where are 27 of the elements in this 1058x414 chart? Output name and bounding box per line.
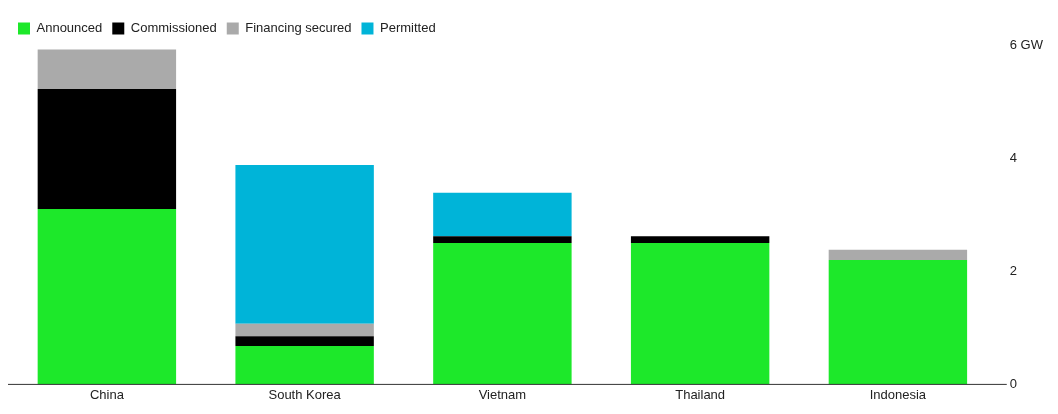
x-tick-label: Thailand (675, 386, 726, 402)
y-tick-label: 6 GW (1009, 36, 1044, 52)
legend-label: Permitted (379, 20, 436, 36)
bar (433, 192, 572, 237)
bar (235, 345, 374, 385)
y-tick-label: 4 (1009, 149, 1018, 165)
bar (235, 164, 374, 324)
x-tick-label: Indonesia (869, 386, 927, 402)
bar (828, 249, 968, 260)
bar (433, 242, 572, 385)
x-tick-label: China (89, 386, 125, 402)
bar (235, 323, 374, 337)
bar (37, 209, 177, 385)
bar (235, 336, 374, 346)
legend-label: Announced (36, 20, 103, 36)
bar (630, 242, 770, 385)
y-tick-label: 2 (1009, 262, 1018, 278)
x-tick-label: South Korea (268, 386, 342, 402)
legend-label: Financing secured (245, 20, 352, 36)
legend-label: Commissioned (130, 20, 217, 36)
bar (630, 236, 770, 243)
bar (37, 49, 177, 90)
x-tick-label: Vietnam (478, 386, 527, 402)
y-tick-label: 0 (1009, 375, 1018, 391)
bar (37, 89, 177, 210)
bar (828, 259, 968, 385)
bar (433, 236, 572, 243)
